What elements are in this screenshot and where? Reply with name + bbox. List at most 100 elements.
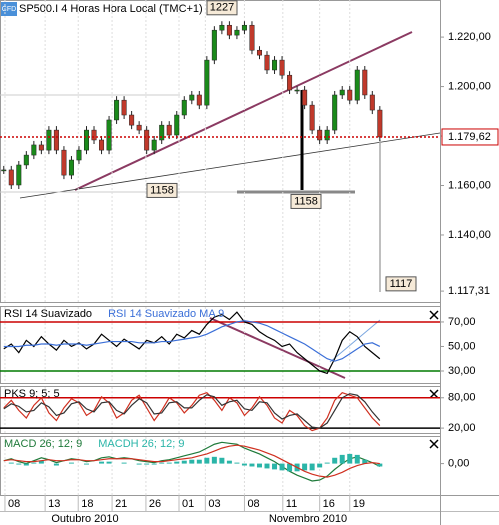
histogram-bar — [219, 457, 225, 464]
histogram-bar — [324, 462, 330, 464]
histogram-bar — [121, 462, 127, 464]
candle — [302, 89, 308, 106]
annotation-box — [206, 0, 238, 16]
candle — [317, 129, 323, 141]
candle — [129, 114, 135, 126]
candle — [23, 154, 29, 166]
candle — [211, 29, 217, 61]
candle — [181, 99, 187, 116]
x-tick-label: 01 — [182, 498, 194, 510]
candle — [121, 99, 127, 116]
candle — [166, 124, 172, 136]
histogram-bar — [196, 459, 202, 464]
histogram-bar — [256, 463, 262, 468]
indicator-line — [3, 320, 381, 362]
histogram-bar — [241, 463, 247, 466]
candle — [279, 59, 285, 76]
x-tick-label: 13 — [48, 498, 60, 510]
candle — [76, 149, 82, 161]
candle — [8, 169, 14, 186]
candle — [196, 94, 202, 106]
y-tick-label: 80,00 — [448, 392, 476, 404]
annotation-box — [146, 182, 178, 198]
candle — [362, 69, 368, 96]
histogram-bar — [136, 463, 142, 465]
y-tick-label: 50,00 — [448, 340, 476, 352]
indicator-line — [3, 444, 380, 478]
x-tick-label: 19 — [353, 498, 365, 510]
x-tick-label: 16 — [323, 498, 335, 510]
candle — [249, 24, 255, 51]
histogram-bar — [53, 463, 59, 466]
rsi-trendline — [209, 317, 346, 379]
legend-label: PKS 9; 5; 5 — [4, 388, 60, 400]
histogram-bar — [332, 457, 338, 464]
candle — [294, 89, 300, 92]
trendline — [19, 132, 441, 199]
histogram-bar — [159, 462, 165, 464]
rsi-trendline — [329, 319, 381, 363]
y-tick-label: 70,00 — [448, 316, 476, 328]
histogram-bar — [38, 460, 44, 464]
candle — [354, 69, 360, 101]
candle — [38, 144, 44, 151]
legend-label: MACDH 26; 12; 9 — [98, 438, 184, 450]
logo: CFD — [2, 6, 16, 13]
histogram-bar — [339, 454, 345, 464]
x-tick-label: 08 — [8, 498, 20, 510]
histogram-bar — [31, 462, 37, 464]
close-button[interactable] — [429, 389, 439, 399]
histogram-bar — [166, 462, 172, 464]
candle — [309, 104, 315, 131]
candle — [241, 24, 247, 31]
candle — [106, 119, 112, 151]
trendline — [74, 31, 413, 191]
candle — [204, 59, 210, 106]
histogram-bar — [264, 463, 270, 469]
candle — [264, 54, 270, 71]
legend-label: RSI 14 Suavizado MA 9 — [108, 308, 224, 320]
histogram-bar — [204, 457, 210, 464]
histogram-bar — [83, 463, 89, 465]
histogram-bar — [362, 459, 368, 464]
histogram-bar — [302, 463, 308, 471]
last-price-box — [441, 128, 499, 146]
histogram-bar — [279, 463, 285, 471]
x-group-label: Novembro 2010 — [269, 513, 347, 525]
annotation: 1158 — [150, 184, 174, 196]
close-button[interactable] — [429, 439, 439, 449]
close-button[interactable] — [429, 310, 439, 320]
candle — [99, 139, 105, 151]
x-tick-label: 26 — [149, 498, 161, 510]
histogram-bar — [23, 463, 29, 466]
candle — [189, 94, 195, 101]
histogram-bar — [377, 463, 383, 467]
candle — [46, 129, 52, 151]
indicator-line — [3, 311, 381, 375]
annotation-box — [385, 276, 417, 292]
candle — [83, 129, 89, 151]
candle — [369, 94, 375, 111]
histogram-bar — [211, 456, 217, 464]
candle — [61, 149, 67, 176]
histogram-bar — [272, 463, 278, 470]
candle — [287, 74, 293, 91]
x-tick-label: 18 — [81, 498, 93, 510]
legend-label: MACD 26; 12; 9 — [4, 438, 82, 450]
chart-title: SP500.I 4 Horas Hora Local (TMC+1) — [19, 3, 203, 15]
candle — [272, 59, 278, 71]
histogram-bar — [68, 462, 74, 464]
candle — [159, 124, 165, 141]
candle — [234, 29, 240, 36]
candle — [136, 124, 142, 131]
candle — [68, 159, 74, 176]
y-tick-label: 1.220,00 — [448, 31, 491, 43]
histogram-bar — [234, 462, 240, 464]
annotation-box — [290, 193, 322, 209]
histogram-bar — [16, 463, 22, 465]
legend-label: RSI 14 Suavizado — [4, 308, 92, 320]
histogram-bar — [174, 461, 180, 464]
y-tick-label: 1.117,31 — [448, 285, 490, 297]
candle — [256, 49, 262, 56]
candle — [219, 24, 225, 31]
